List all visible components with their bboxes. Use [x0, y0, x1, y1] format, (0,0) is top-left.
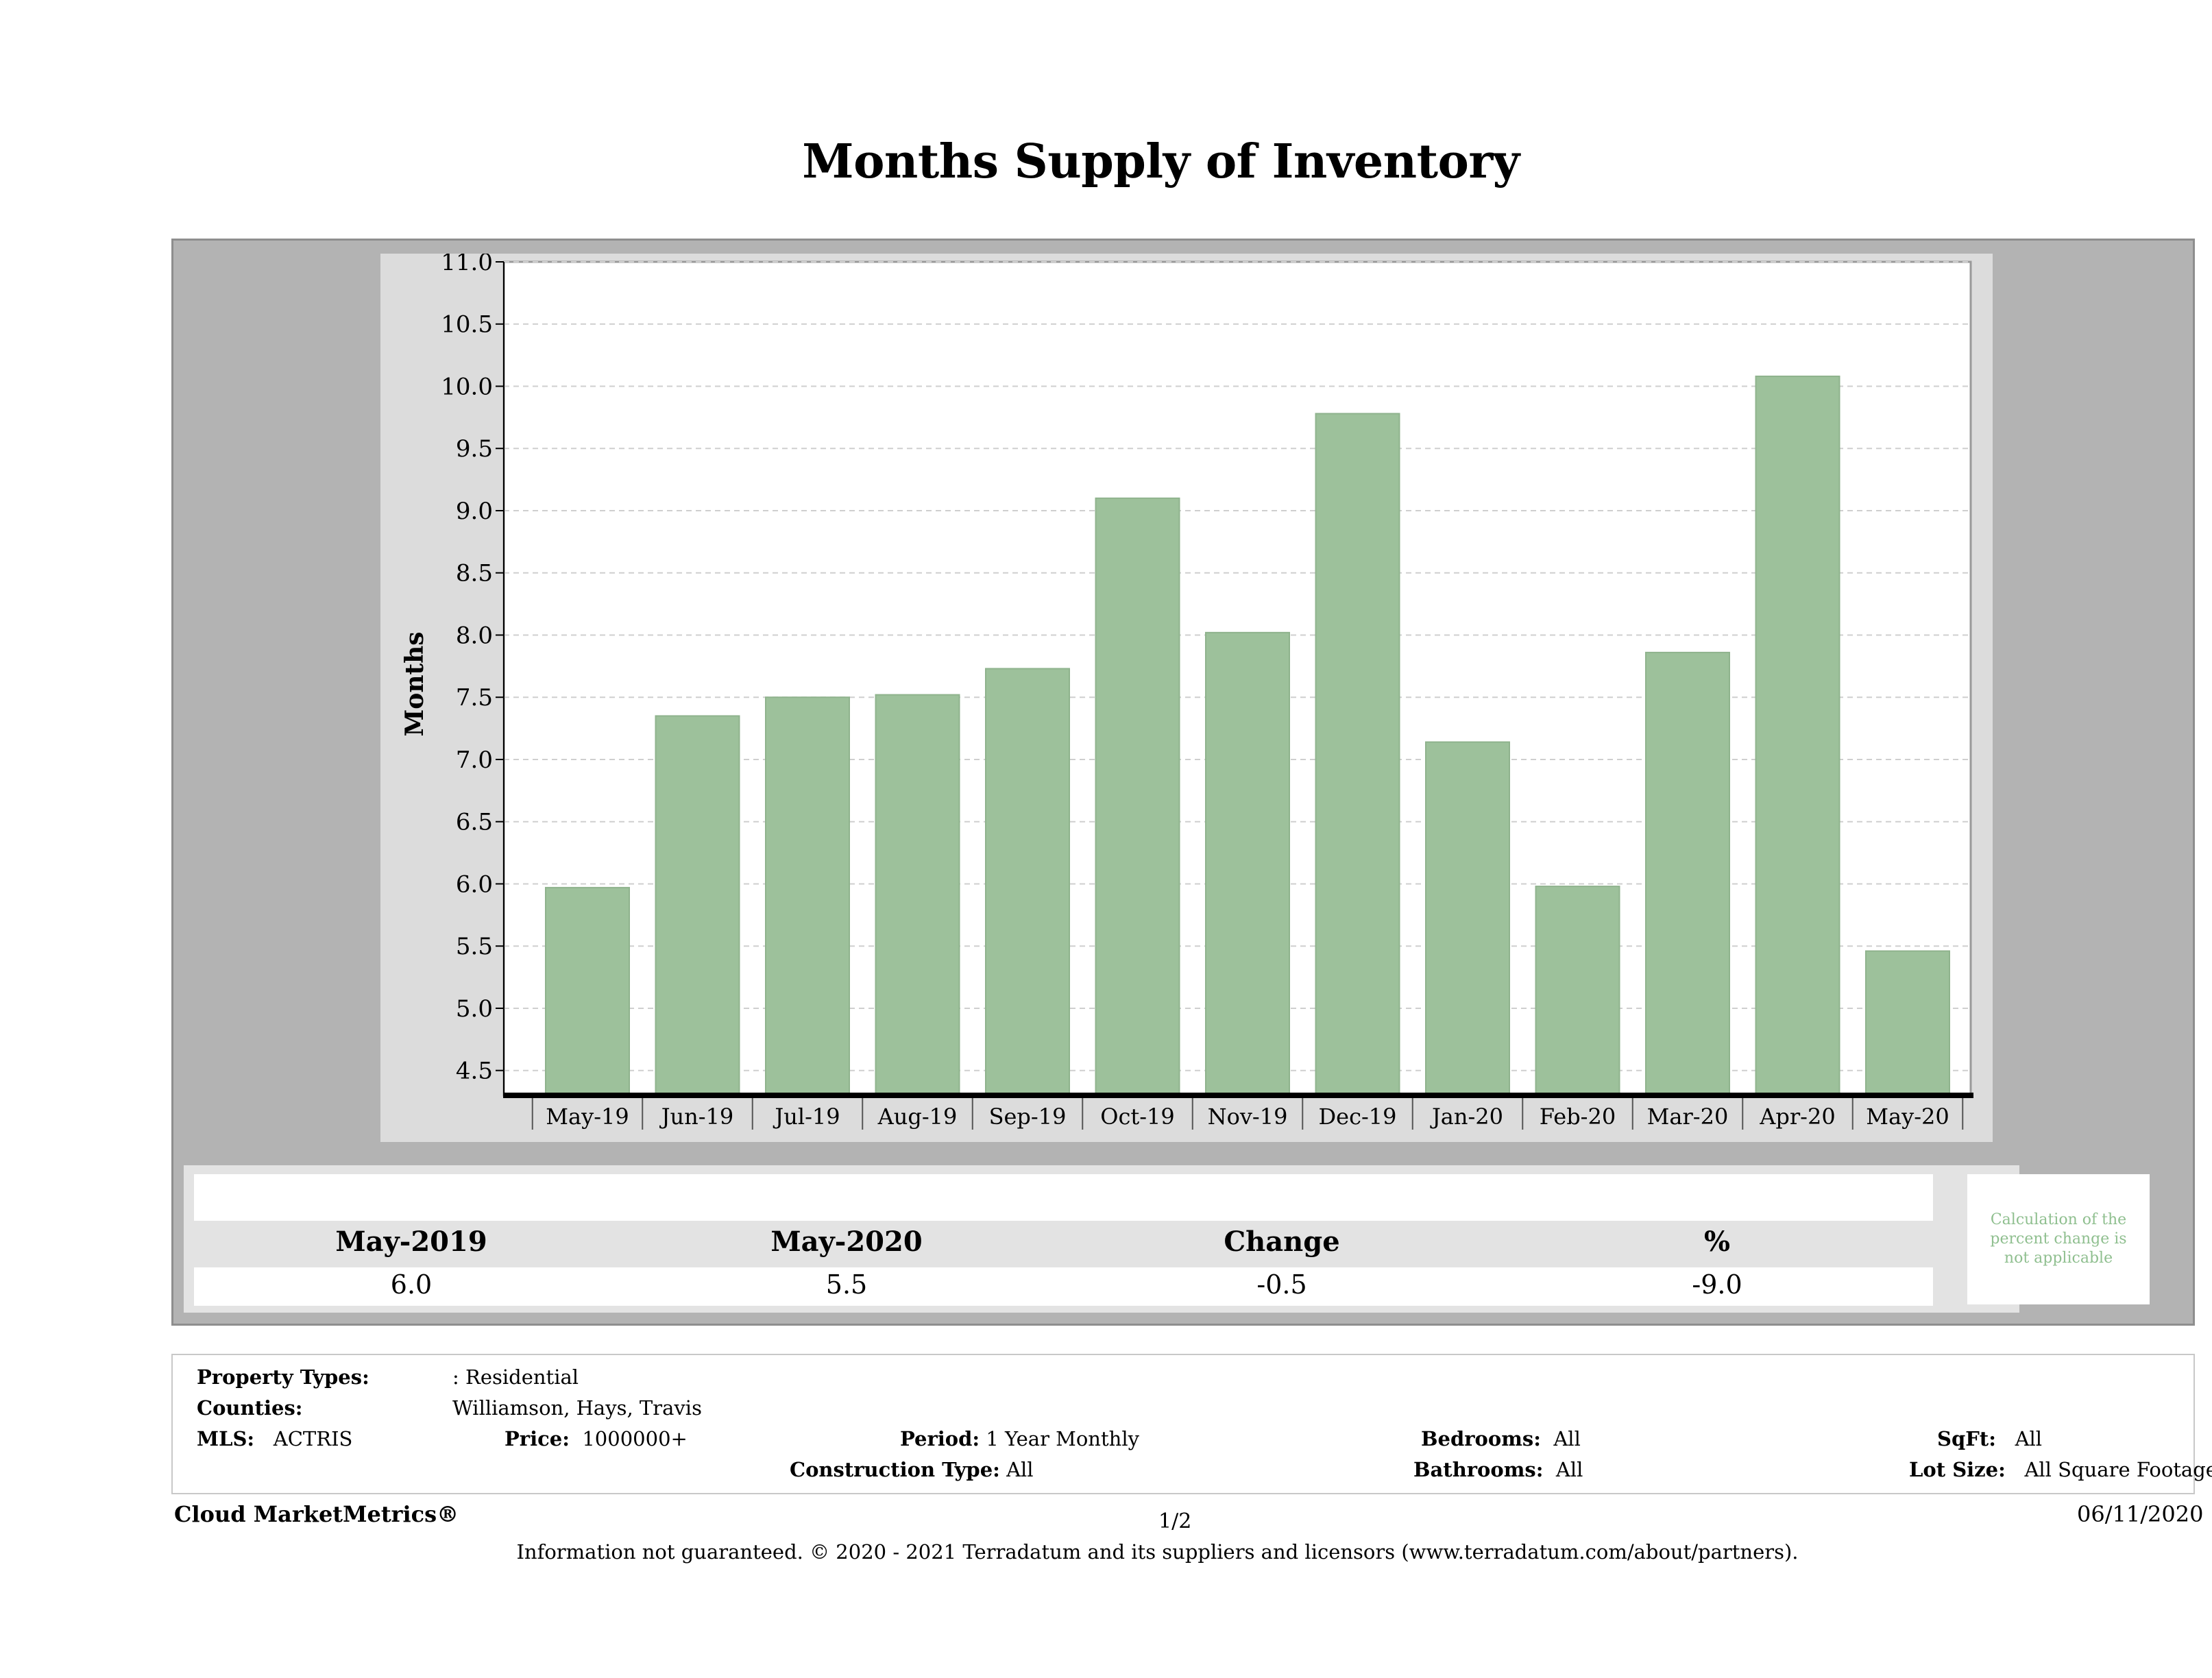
x-tick-label: Jul-19: [773, 1104, 840, 1130]
bar-dec-19: [1315, 413, 1400, 1096]
y-axis-label: Months: [400, 631, 429, 736]
criteria-price: Price: 1000000+: [505, 1427, 688, 1450]
y-tick-label: 7.5: [456, 684, 493, 712]
bar-oct-19: [1095, 497, 1180, 1096]
bar-jun-19: [655, 715, 740, 1096]
x-tick-label: Mar-20: [1647, 1104, 1729, 1130]
percent-change-note-box: Calculation of the percent change is not…: [1967, 1174, 2150, 1304]
page-title: Months Supply of Inventory: [802, 134, 1520, 189]
criteria-property-types-value: : Residential: [452, 1365, 579, 1389]
summary-value-end: 5.5: [825, 1269, 868, 1300]
bars: [545, 375, 1950, 1096]
criteria-bedrooms: Bedrooms: All: [1421, 1427, 1581, 1450]
criteria-counties: Counties:: [197, 1396, 303, 1420]
y-tick-label: 8.5: [456, 560, 493, 587]
y-tick-label: 9.5: [456, 435, 493, 463]
footer-disclaimer: Information not guaranteed. © 2020 - 202…: [516, 1540, 1799, 1564]
x-tick-label: Jun-19: [659, 1104, 734, 1130]
x-tick-label: Jan-20: [1430, 1104, 1503, 1130]
criteria-sqft: SqFt: All: [1937, 1427, 2043, 1450]
footer-date: 06/11/2020: [2077, 1501, 2204, 1527]
percent-change-note: Calculation of the percent change is not…: [1990, 1211, 2127, 1267]
x-tick-label: Feb-20: [1540, 1104, 1616, 1130]
y-tick-label: 9.0: [456, 498, 493, 525]
bar-sep-19: [985, 668, 1070, 1096]
summary-header-end: May-2020: [770, 1226, 923, 1258]
criteria-property-types: Property Types:: [197, 1365, 369, 1389]
y-tick-label: 10.5: [441, 311, 493, 339]
x-axis-ticks: May-19 Jun-19 Jul-19 Aug-19 Sep-19 Oct-19 Nov-…: [531, 1098, 1964, 1130]
summary-value-start: 6.0: [390, 1269, 433, 1300]
bar-chart: 11.0 10.5 10.0 9.5 9.0 8.5 8.0 7.5 7.0 6.5 6.0 5.5 5…: [400, 254, 1973, 1130]
criteria-box: [171, 1354, 2195, 1494]
footer-brand: Cloud MarketMetrics®: [174, 1501, 459, 1527]
y-axis-ticks: 11.0 10.5 10.0 9.5 9.0 8.5 8.0 7.5 7.0 6.5 6.0 5.5 5…: [441, 254, 504, 1085]
criteria-mls: MLS: ACTRIS: [197, 1427, 353, 1450]
x-tick-label: Apr-20: [1759, 1104, 1835, 1130]
x-tick-label: Nov-19: [1208, 1104, 1288, 1130]
y-tick-label: 10.0: [441, 373, 493, 400]
summary-header-change: Change: [1224, 1226, 1340, 1258]
bar-aug-19: [875, 694, 960, 1096]
summary-value-change: -0.5: [1256, 1269, 1307, 1300]
criteria-construction: Construction Type: All: [790, 1458, 1034, 1481]
bar-mar-20: [1645, 651, 1730, 1096]
summary-value-percent: -9.0: [1692, 1269, 1742, 1300]
x-tick-label: Dec-19: [1318, 1104, 1396, 1130]
criteria-lot-size: Lot Size: All Square Footage: [1909, 1458, 2212, 1481]
bar-jan-20: [1425, 741, 1510, 1096]
y-tick-label: 5.5: [456, 933, 493, 960]
y-tick-label: 5.0: [456, 995, 493, 1023]
criteria-period: Period: 1 Year Monthly: [900, 1427, 1139, 1450]
summary-value-strip: [194, 1267, 1933, 1306]
footer-page-number: 1/2: [1158, 1509, 1192, 1533]
bar-feb-20: [1535, 886, 1620, 1096]
x-tick-label: May-20: [1866, 1104, 1949, 1130]
summary-top-strip: [194, 1174, 1933, 1221]
x-tick-label: Sep-19: [989, 1104, 1067, 1130]
summary-header-band: [194, 1223, 1933, 1265]
y-tick-label: 4.5: [456, 1058, 493, 1085]
bar-may-19: [545, 886, 630, 1096]
bar-nov-19: [1205, 631, 1290, 1096]
y-tick-label: 11.0: [441, 254, 493, 276]
y-tick-label: 7.0: [456, 746, 493, 774]
y-tick-label: 6.5: [456, 809, 493, 836]
x-tick-label: Oct-19: [1100, 1104, 1175, 1130]
bar-may-20: [1865, 950, 1950, 1096]
summary-header-percent: %: [1703, 1226, 1730, 1258]
x-tick-label: Aug-19: [877, 1104, 958, 1130]
summary-header-start: May-2019: [335, 1226, 487, 1258]
bar-apr-20: [1755, 375, 1840, 1096]
y-tick-label: 6.0: [456, 871, 493, 898]
criteria-counties-value: Williamson, Hays, Travis: [452, 1396, 702, 1420]
y-tick-label: 8.0: [456, 622, 493, 649]
criteria-bathrooms: Bathrooms: All: [1413, 1458, 1583, 1481]
x-tick-label: May-19: [546, 1104, 629, 1130]
bar-jul-19: [765, 696, 850, 1096]
